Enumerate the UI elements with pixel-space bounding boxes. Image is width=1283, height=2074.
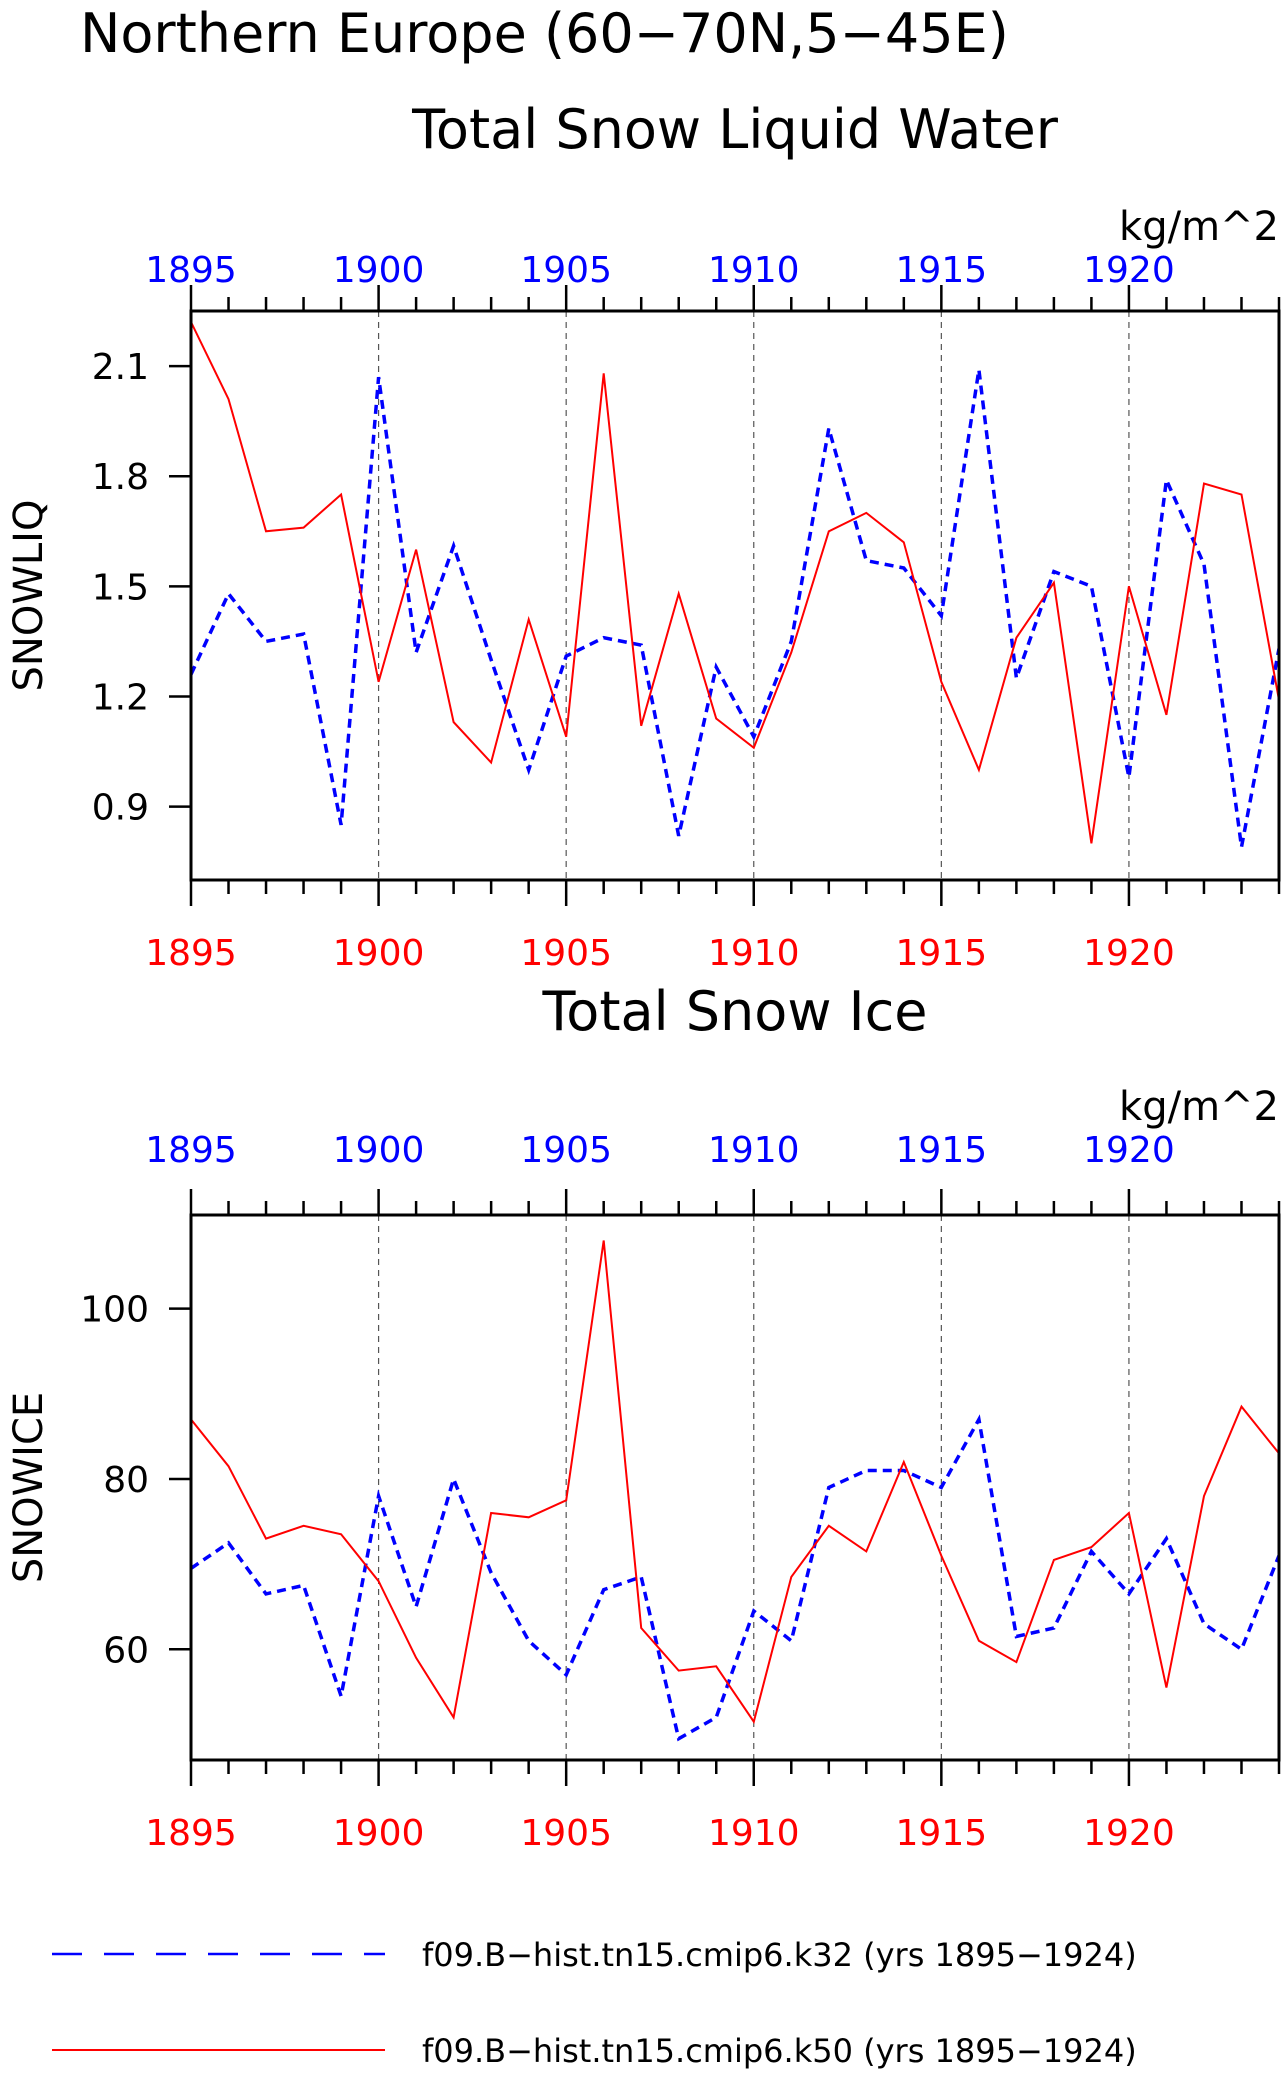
snowice-top-tick-label: 1920 bbox=[1083, 1130, 1175, 1171]
snowliq-series-k50-line bbox=[191, 321, 1279, 844]
legend: f09.B−hist.tn15.cmip6.k32 (yrs 1895−1924… bbox=[52, 1936, 1137, 2070]
snowice-top-tick-label: 1900 bbox=[333, 1130, 425, 1171]
snowice-top-tick-label: 1895 bbox=[145, 1130, 237, 1171]
snowice-bottom-tick-label: 1910 bbox=[708, 1813, 800, 1854]
snowliq-bottom-tick-label: 1920 bbox=[1083, 933, 1175, 974]
legend-k32-label: f09.B−hist.tn15.cmip6.k32 (yrs 1895−1924… bbox=[422, 1936, 1137, 1974]
snowliq-panel: Total Snow Liquid Water kg/m^2 1895 1895 190… bbox=[6, 98, 1281, 974]
snowice-bottom-tick-label: 1915 bbox=[896, 1813, 988, 1854]
snowliq-top-tick-label: 1895 bbox=[145, 250, 237, 291]
snowice-series-k32-line bbox=[191, 1414, 1279, 1742]
snowice-top-tick-label: 1910 bbox=[708, 1130, 800, 1171]
snowliq-series-group bbox=[191, 321, 1279, 848]
snowliq-y-axis-label: SNOWLIQ bbox=[6, 500, 52, 692]
snowliq-top-tick-label: 1905 bbox=[520, 250, 612, 291]
snowliq-bottom-tick-label: 1895 bbox=[145, 933, 237, 974]
snowliq-bottom-tick-label: 1910 bbox=[708, 933, 800, 974]
snowice-y-axis-label: SNOWICE bbox=[6, 1392, 52, 1583]
snowice-bottom-tick-label: 1895 bbox=[145, 1813, 237, 1854]
snowliq-top-tick-label: 1900 bbox=[333, 250, 425, 291]
snowliq-units-label: kg/m^2 bbox=[1119, 204, 1279, 250]
snowliq-top-tick-label: 1920 bbox=[1083, 250, 1175, 291]
snowice-title: Total Snow Ice bbox=[542, 980, 928, 1043]
snowliq-bottom-tick-label: 1905 bbox=[520, 933, 612, 974]
main-title: Northern Europe (60−70N,5−45E) bbox=[80, 2, 1009, 65]
snowliq-ytick-label: 1.8 bbox=[92, 457, 149, 498]
snowliq-ytick-label: 1.2 bbox=[92, 677, 149, 718]
snowliq-series-k32-line bbox=[191, 369, 1279, 848]
legend-k50-label: f09.B−hist.tn15.cmip6.k50 (yrs 1895−1924… bbox=[422, 2032, 1137, 2070]
snowliq-bottom-tick-label: 1900 bbox=[333, 933, 425, 974]
snowice-panel: Total Snow Ice kg/m^2 1895 1895 1900 1900 1905… bbox=[6, 980, 1281, 1854]
snowice-ytick-label: 60 bbox=[103, 1630, 149, 1671]
snowliq-ytick-label: 0.9 bbox=[92, 788, 149, 829]
snowice-bottom-tick-label: 1900 bbox=[333, 1813, 425, 1854]
snowliq-top-tick-label: 1910 bbox=[708, 250, 800, 291]
snowliq-bottom-tick-label: 1915 bbox=[896, 933, 988, 974]
snowliq-top-tick-label: 1915 bbox=[896, 250, 988, 291]
snowice-ytick-label: 100 bbox=[80, 1290, 149, 1331]
snowliq-ytick-label: 2.1 bbox=[92, 347, 149, 388]
snowice-top-tick-label: 1915 bbox=[896, 1130, 988, 1171]
snowliq-title: Total Snow Liquid Water bbox=[411, 98, 1059, 161]
snowice-units-label: kg/m^2 bbox=[1119, 1084, 1279, 1130]
snowliq-plot-frame bbox=[189, 309, 1281, 882]
snowice-series-group bbox=[191, 1240, 1279, 1742]
snowice-bottom-tick-label: 1920 bbox=[1083, 1813, 1175, 1854]
snowice-bottom-tick-label: 1905 bbox=[520, 1813, 612, 1854]
snowice-top-tick-label: 1905 bbox=[520, 1130, 612, 1171]
snowice-series-k50-line bbox=[191, 1240, 1279, 1725]
snowliq-ytick-label: 1.5 bbox=[92, 567, 149, 608]
snowice-plot-frame bbox=[189, 1213, 1281, 1762]
snowice-ytick-label: 80 bbox=[103, 1460, 149, 1501]
